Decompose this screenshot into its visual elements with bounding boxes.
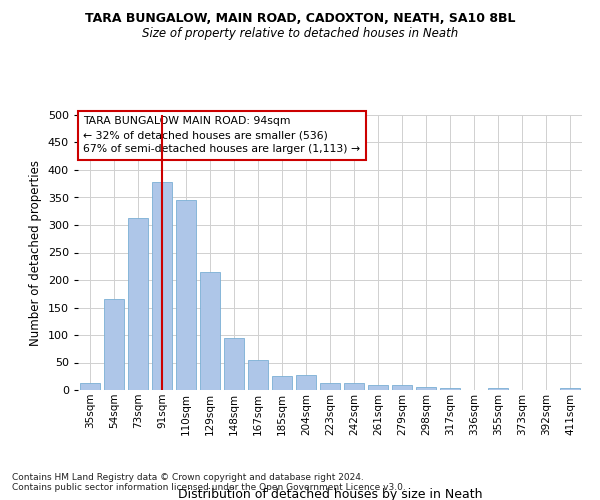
Y-axis label: Number of detached properties: Number of detached properties [29,160,42,346]
Bar [248,360,268,390]
Text: Contains HM Land Registry data © Crown copyright and database right 2024.: Contains HM Land Registry data © Crown c… [12,473,364,482]
Bar [344,383,364,390]
Bar [200,272,220,390]
Bar [416,386,436,390]
Bar [80,383,100,390]
Bar [104,299,124,390]
Bar [128,218,148,390]
Text: Contains public sector information licensed under the Open Government Licence v3: Contains public sector information licen… [12,483,406,492]
X-axis label: Distribution of detached houses by size in Neath: Distribution of detached houses by size … [178,488,482,500]
Bar [440,388,460,390]
Bar [224,338,244,390]
Bar [152,182,172,390]
Text: TARA BUNGALOW, MAIN ROAD, CADOXTON, NEATH, SA10 8BL: TARA BUNGALOW, MAIN ROAD, CADOXTON, NEAT… [85,12,515,26]
Bar [560,388,580,390]
Text: Size of property relative to detached houses in Neath: Size of property relative to detached ho… [142,28,458,40]
Bar [272,376,292,390]
Bar [368,384,388,390]
Bar [392,385,412,390]
Bar [176,200,196,390]
Bar [488,388,508,390]
Bar [296,374,316,390]
Text: TARA BUNGALOW MAIN ROAD: 94sqm
← 32% of detached houses are smaller (536)
67% of: TARA BUNGALOW MAIN ROAD: 94sqm ← 32% of … [83,116,360,154]
Bar [320,383,340,390]
